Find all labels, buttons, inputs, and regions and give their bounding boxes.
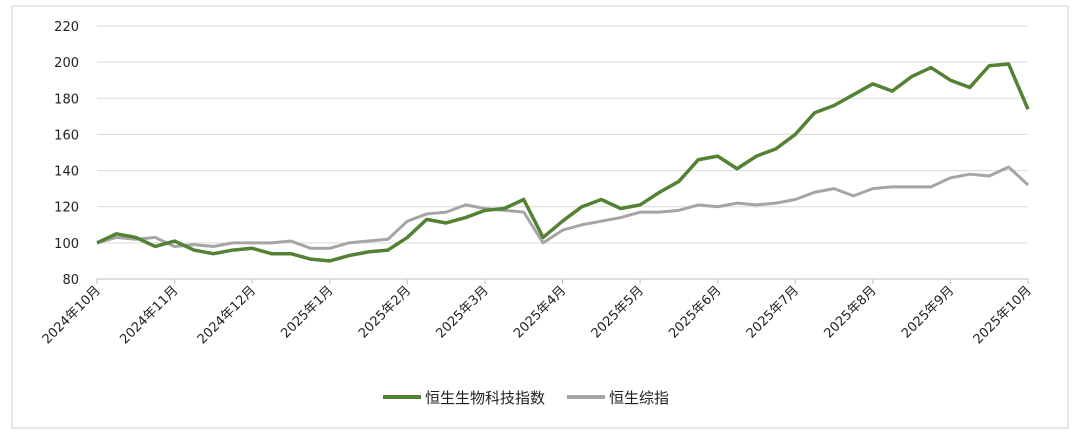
line-series	[96, 62, 1030, 263]
y-tick-label: 180	[54, 92, 79, 107]
y-tick-label: 100	[54, 237, 79, 252]
y-tick-label: 120	[54, 201, 79, 216]
legend-label: 恒生综指	[609, 389, 669, 407]
line-series	[96, 165, 1030, 250]
y-tick-label: 160	[54, 128, 79, 143]
y-tick-label: 220	[54, 20, 79, 35]
y-tick-label: 200	[54, 56, 79, 71]
chart-frame	[11, 5, 1069, 429]
legend-label: 恒生生物科技指数	[425, 389, 545, 407]
y-tick-label: 80	[62, 273, 79, 288]
y-tick-label: 140	[54, 165, 79, 180]
